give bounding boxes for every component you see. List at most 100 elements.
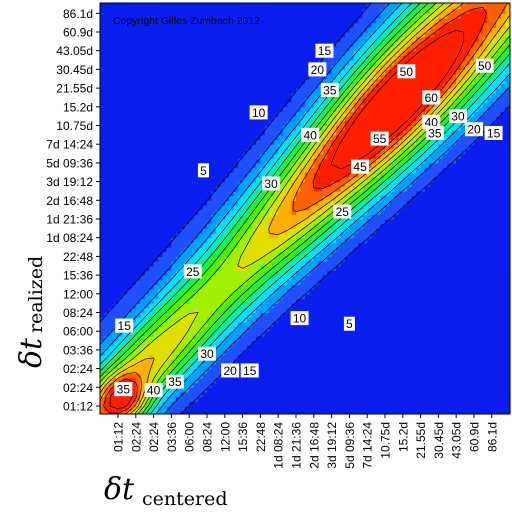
heatmap-cell	[184, 97, 190, 103]
heatmap-cell	[193, 382, 199, 388]
heatmap-cell	[247, 214, 253, 220]
heatmap-cell	[153, 251, 159, 257]
heatmap-cell	[104, 78, 110, 85]
heatmap-cell	[131, 64, 137, 70]
heatmap-cell	[291, 368, 297, 374]
heatmap-cell	[242, 130, 248, 136]
heatmap-cell	[140, 265, 146, 272]
heatmap-cell	[264, 317, 270, 323]
heatmap-cell	[122, 27, 128, 33]
heatmap-cell	[291, 204, 297, 211]
heatmap-cell	[291, 106, 297, 113]
heatmap-cell	[166, 233, 172, 239]
heatmap-cell	[255, 153, 261, 159]
heatmap-cell	[211, 242, 217, 248]
heatmap-cell	[189, 317, 195, 323]
heatmap-cell	[207, 36, 213, 42]
heatmap-cell	[175, 312, 181, 318]
heatmap-cell	[269, 335, 275, 342]
heatmap-cell	[251, 391, 257, 398]
heatmap-cell	[166, 3, 172, 5]
heatmap-cell	[313, 321, 319, 328]
heatmap-cell	[260, 228, 266, 234]
heatmap-cell	[175, 148, 181, 155]
heatmap-cell	[207, 214, 213, 220]
heatmap-cell	[273, 317, 279, 323]
heatmap-cell	[215, 3, 221, 5]
heatmap-cell	[193, 148, 199, 155]
heatmap-cell	[175, 153, 181, 159]
heatmap-cell	[215, 78, 221, 85]
heatmap-cell	[211, 125, 217, 131]
heatmap-cell	[144, 102, 150, 108]
heatmap-cell	[175, 172, 181, 178]
heatmap-cell	[224, 116, 230, 122]
heatmap-cell	[220, 3, 226, 10]
heatmap-cell	[162, 158, 168, 164]
heatmap-cell	[140, 307, 146, 314]
heatmap-cell	[233, 279, 239, 286]
heatmap-cell	[207, 92, 213, 99]
heatmap-cell	[198, 97, 204, 103]
heatmap-cell	[131, 377, 137, 384]
heatmap-cell	[251, 237, 257, 243]
heatmap-cell	[104, 209, 110, 215]
heatmap-cell	[273, 125, 279, 131]
heatmap-cell	[193, 139, 199, 145]
heatmap-cell	[193, 368, 199, 374]
heatmap-cell	[229, 27, 235, 33]
heatmap-cell	[166, 102, 172, 108]
heatmap-cell	[247, 396, 253, 402]
heatmap-cell	[309, 92, 315, 99]
heatmap-cell	[233, 195, 239, 201]
heatmap-cell	[144, 195, 150, 201]
heatmap-cell	[162, 307, 168, 314]
heatmap-cell	[313, 335, 319, 342]
heatmap-cell	[189, 97, 195, 103]
heatmap-cell	[180, 228, 186, 234]
heatmap-cell	[135, 111, 141, 117]
heatmap-cell	[100, 125, 106, 131]
heatmap-cell	[278, 251, 284, 257]
heatmap-cell	[238, 74, 244, 80]
heatmap-cell	[153, 102, 159, 108]
heatmap-cell	[260, 289, 266, 295]
heatmap-cell	[153, 204, 159, 211]
heatmap-cell	[126, 55, 132, 61]
heatmap-cell	[229, 228, 235, 234]
heatmap-cell	[269, 195, 275, 201]
heatmap-cell	[175, 228, 181, 234]
heatmap-cell	[287, 92, 293, 99]
heatmap-cell	[224, 256, 230, 262]
heatmap-cell	[287, 78, 293, 85]
heatmap-cell	[122, 251, 128, 257]
heatmap-cell	[229, 247, 235, 253]
heatmap-cell	[224, 83, 230, 89]
heatmap-cell	[264, 391, 270, 398]
heatmap-cell	[273, 279, 279, 286]
heatmap-cell	[215, 317, 221, 323]
heatmap-cell	[224, 401, 230, 407]
heatmap-cell	[238, 363, 244, 370]
heatmap-cell	[166, 190, 172, 197]
heatmap-cell	[215, 363, 221, 370]
heatmap-cell	[198, 340, 204, 346]
heatmap-cell	[100, 410, 106, 414]
heatmap-cell	[175, 247, 181, 253]
heatmap-cell	[269, 144, 275, 150]
heatmap-cell	[149, 181, 155, 187]
heatmap-cell	[233, 148, 239, 155]
heatmap-cell	[233, 130, 239, 136]
heatmap-cell	[166, 125, 172, 131]
heatmap-cell	[198, 377, 204, 384]
heatmap-cell	[171, 293, 177, 300]
heatmap-cell	[233, 349, 239, 356]
heatmap-cell	[122, 134, 128, 141]
heatmap-cell	[149, 69, 155, 75]
heatmap-cell	[158, 130, 164, 136]
heatmap-cell	[198, 186, 204, 192]
heatmap-cell	[211, 55, 217, 61]
heatmap-cell	[184, 391, 190, 398]
heatmap-cell	[135, 8, 141, 14]
heatmap-cell	[255, 3, 261, 5]
